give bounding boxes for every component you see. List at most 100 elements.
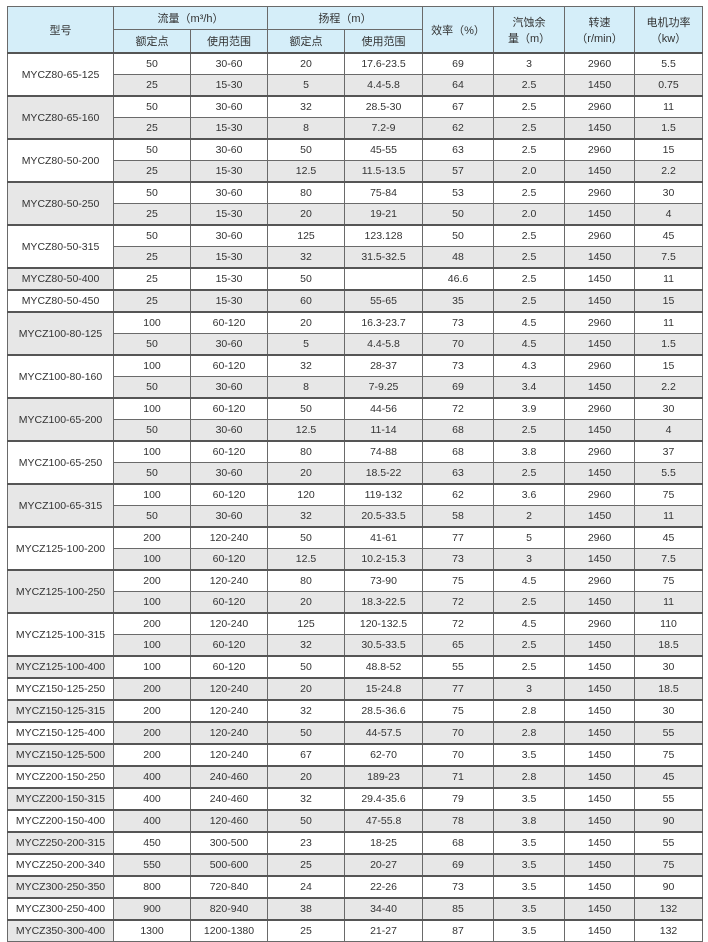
head-range-cell: 4.4-5.8	[343, 74, 424, 97]
power-cell: 30	[634, 655, 704, 679]
flow-range-cell: 240-460	[190, 787, 268, 811]
flow-range-cell: 30-60	[190, 181, 268, 204]
head-rated-cell: 67	[267, 743, 345, 767]
flow-rated-cell: 25	[113, 160, 191, 183]
table-row: MYCZ125-100-400 100 60-120 50 48.8-52 55 2.5 14…	[7, 655, 704, 679]
efficiency-cell: 77	[422, 677, 495, 701]
head-rated-cell: 32	[267, 505, 345, 528]
npsh-cell: 2.5	[493, 419, 566, 442]
head-rated-cell: 125	[267, 224, 345, 247]
speed-cell: 1450	[564, 376, 636, 399]
npsh-cell: 3.5	[493, 743, 566, 767]
power-cell: 11	[634, 311, 704, 334]
flow-range-cell: 60-120	[190, 591, 268, 614]
flow-rated-cell: 100	[113, 591, 191, 614]
table-row: 50 30-60 8 7-9.25 69 3.4 1450 2.2	[8, 376, 704, 399]
table-row: 50 30-60 5 4.4-5.8 70 4.5 1450 1.5	[8, 333, 704, 356]
table-row: MYCZ250-200-315 450 300-500 23 18-25 68 3.5 145…	[7, 831, 704, 855]
power-cell: 4	[634, 203, 704, 226]
head-range-cell: 18.5-22	[343, 462, 424, 485]
flow-rated-cell: 400	[113, 787, 191, 811]
speed-cell: 1450	[564, 505, 636, 528]
flow-range-cell: 120-240	[190, 526, 268, 549]
flow-rated-cell: 400	[113, 809, 191, 833]
table-row: MYCZ150-125-315 200 120-240 32 28.5-36.6 75 2.…	[7, 699, 704, 723]
power-cell: 55	[634, 831, 704, 855]
head-rated-cell: 20	[267, 591, 345, 614]
flow-rated-cell: 100	[113, 548, 191, 571]
speed-cell: 1450	[564, 634, 636, 657]
npsh-cell: 3.5	[493, 919, 566, 942]
table-row: MYCZ200-150-400 400 120-460 50 47-55.8 78 3.8 1…	[7, 809, 704, 833]
flow-range-cell: 60-120	[190, 548, 268, 571]
flow-rated-cell: 100	[113, 397, 191, 420]
table-row: 50 30-60 12.5 11-14 68 2.5 1450 4	[8, 419, 704, 442]
flow-range-cell: 120-240	[190, 569, 268, 592]
power-cell: 75	[634, 569, 704, 592]
flow-range-cell: 1200-1380	[190, 919, 268, 942]
table-row: MYCZ150-125-250 200 120-240 20 15-24.8 77 3 145…	[7, 677, 704, 701]
header-power: 电机功率（kw）	[634, 6, 704, 54]
speed-cell: 1450	[564, 765, 636, 789]
flow-range-cell: 500-600	[190, 853, 268, 877]
flow-range-cell: 15-30	[190, 246, 268, 269]
efficiency-cell: 70	[422, 743, 495, 767]
npsh-cell: 3.8	[493, 440, 566, 463]
head-range-cell: 18-25	[343, 831, 424, 855]
model-cell: MYCZ350-300-400	[7, 919, 114, 942]
flow-rated-cell: 100	[113, 311, 191, 334]
head-range-cell	[343, 267, 424, 291]
npsh-cell: 3.5	[493, 831, 566, 855]
speed-cell: 1450	[564, 548, 636, 571]
flow-rated-cell: 200	[113, 569, 191, 592]
speed-cell: 1450	[564, 591, 636, 614]
speed-cell: 2960	[564, 397, 636, 420]
head-rated-cell: 24	[267, 875, 345, 899]
power-cell: 1.5	[634, 333, 704, 356]
flow-rated-cell: 100	[113, 440, 191, 463]
speed-cell: 2960	[564, 95, 636, 118]
speed-cell: 1450	[564, 919, 636, 942]
efficiency-cell: 69	[422, 376, 495, 399]
table-row: MYCZ150-125-500 200 120-240 67 62-70 70 3.5 145…	[7, 743, 704, 767]
power-cell: 11	[634, 267, 704, 291]
head-range-cell: 41-61	[343, 526, 424, 549]
model-cell: MYCZ80-50-200	[7, 138, 114, 183]
head-range-cell: 11-14	[343, 419, 424, 442]
flow-rated-cell: 25	[113, 203, 191, 226]
flow-rated-cell: 400	[113, 765, 191, 789]
flow-rated-cell: 200	[113, 612, 191, 635]
head-range-cell: 21-27	[343, 919, 424, 942]
power-cell: 15	[634, 289, 704, 313]
header-speed: 转速（r/min）	[564, 6, 636, 54]
head-rated-cell: 20	[267, 677, 345, 701]
speed-cell: 2960	[564, 181, 636, 204]
efficiency-cell: 58	[422, 505, 495, 528]
speed-cell: 2960	[564, 526, 636, 549]
head-rated-cell: 80	[267, 181, 345, 204]
head-rated-cell: 20	[267, 765, 345, 789]
flow-rated-cell: 25	[113, 267, 191, 291]
npsh-cell: 2.5	[493, 224, 566, 247]
power-cell: 2.2	[634, 376, 704, 399]
power-cell: 30	[634, 397, 704, 420]
efficiency-cell: 67	[422, 95, 495, 118]
head-range-cell: 119-132	[343, 483, 424, 506]
flow-rated-cell: 1300	[113, 919, 191, 942]
flow-range-cell: 30-60	[190, 376, 268, 399]
head-rated-cell: 80	[267, 440, 345, 463]
head-range-cell: 15-24.8	[343, 677, 424, 701]
efficiency-cell: 68	[422, 419, 495, 442]
flow-range-cell: 30-60	[190, 333, 268, 356]
head-rated-cell: 23	[267, 831, 345, 855]
table-row: MYCZ80-50-250 50 30-60 80 75-84 53 2.5 2960 30	[7, 181, 704, 226]
flow-range-cell: 15-30	[190, 267, 268, 291]
table-row: 100 60-120 32 30.5-33.5 65 2.5 1450 18.5	[8, 634, 704, 657]
npsh-cell: 2.5	[493, 289, 566, 313]
head-rated-cell: 20	[267, 203, 345, 226]
head-range-cell: 45-55	[343, 138, 424, 161]
model-cell: MYCZ300-250-350	[7, 875, 114, 899]
head-rated-cell: 50	[267, 655, 345, 679]
head-range-cell: 7.2-9	[343, 117, 424, 140]
head-rated-cell: 20	[267, 311, 345, 334]
